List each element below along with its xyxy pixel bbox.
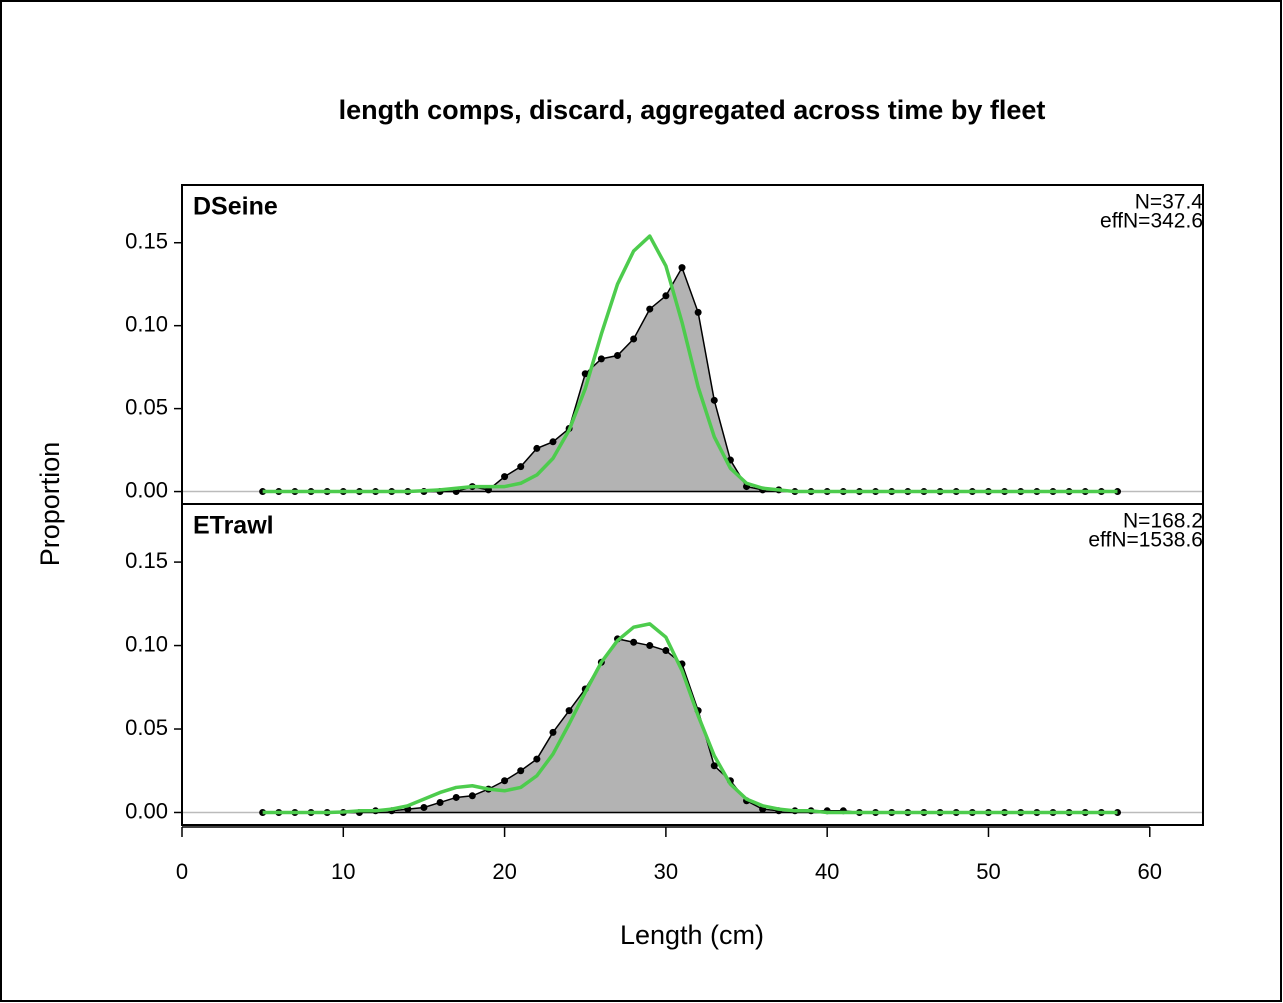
expected-line	[262, 234, 1118, 494]
y-tick-label: 0.00	[125, 798, 168, 823]
observed-point	[549, 438, 557, 446]
observed-point	[710, 762, 718, 770]
observed-point	[517, 767, 525, 775]
x-tick-label: 0	[176, 859, 188, 884]
y-tick-label: 0.00	[125, 477, 168, 502]
x-tick-label: 30	[654, 859, 678, 884]
observed-point	[501, 473, 509, 481]
expected-line	[262, 622, 1118, 815]
observed-point	[549, 728, 557, 736]
panel-annotation: N=37.4	[1135, 191, 1204, 214]
y-tick-label: 0.05	[125, 715, 168, 740]
observed-point	[452, 793, 460, 801]
observed-point	[420, 803, 428, 811]
area	[262, 638, 1118, 813]
observed-point	[662, 647, 670, 655]
observed-point	[662, 292, 670, 300]
observed-point	[694, 308, 702, 316]
observed-point	[597, 355, 605, 363]
observed-point	[436, 798, 444, 806]
observed-point	[565, 707, 573, 715]
observed-point	[630, 638, 638, 646]
chart-title: length comps, discard, aggregated across…	[339, 95, 1046, 125]
y-tick-label: 0.15	[125, 229, 168, 254]
x-tick-label: 20	[492, 859, 516, 884]
y-tick-label: 0.15	[125, 548, 168, 573]
observed-point	[646, 305, 654, 313]
observed-point	[581, 370, 589, 378]
x-tick-label: 50	[976, 859, 1000, 884]
observed-point	[533, 755, 541, 763]
area	[262, 267, 1118, 492]
panel-annotation: effN=342.6	[1100, 210, 1203, 233]
panel-annotation: N=168.2	[1123, 510, 1203, 533]
x-axis-label: Length (cm)	[620, 920, 764, 950]
y-tick-label: 0.10	[125, 631, 168, 656]
observed-point	[630, 335, 638, 343]
observed-point	[678, 264, 686, 272]
observed-point	[710, 396, 718, 404]
x-tick-label: 60	[1138, 859, 1162, 884]
panel-annotation: effN=1538.6	[1088, 529, 1203, 552]
y-axis-label: Proportion	[35, 442, 65, 567]
x-tick-label: 10	[331, 859, 355, 884]
observed-point	[468, 792, 476, 800]
observed-point	[501, 777, 509, 785]
y-tick-label: 0.10	[125, 311, 168, 336]
y-tick-label: 0.05	[125, 394, 168, 419]
observed-point	[613, 352, 621, 360]
observed-point	[646, 642, 654, 650]
observed-point	[517, 463, 525, 471]
panel-label: ETrawl	[193, 512, 274, 540]
panel-label: DSeine	[193, 193, 278, 221]
x-tick-label: 40	[815, 859, 839, 884]
observed-point	[533, 444, 541, 452]
panel-box	[181, 503, 1204, 826]
